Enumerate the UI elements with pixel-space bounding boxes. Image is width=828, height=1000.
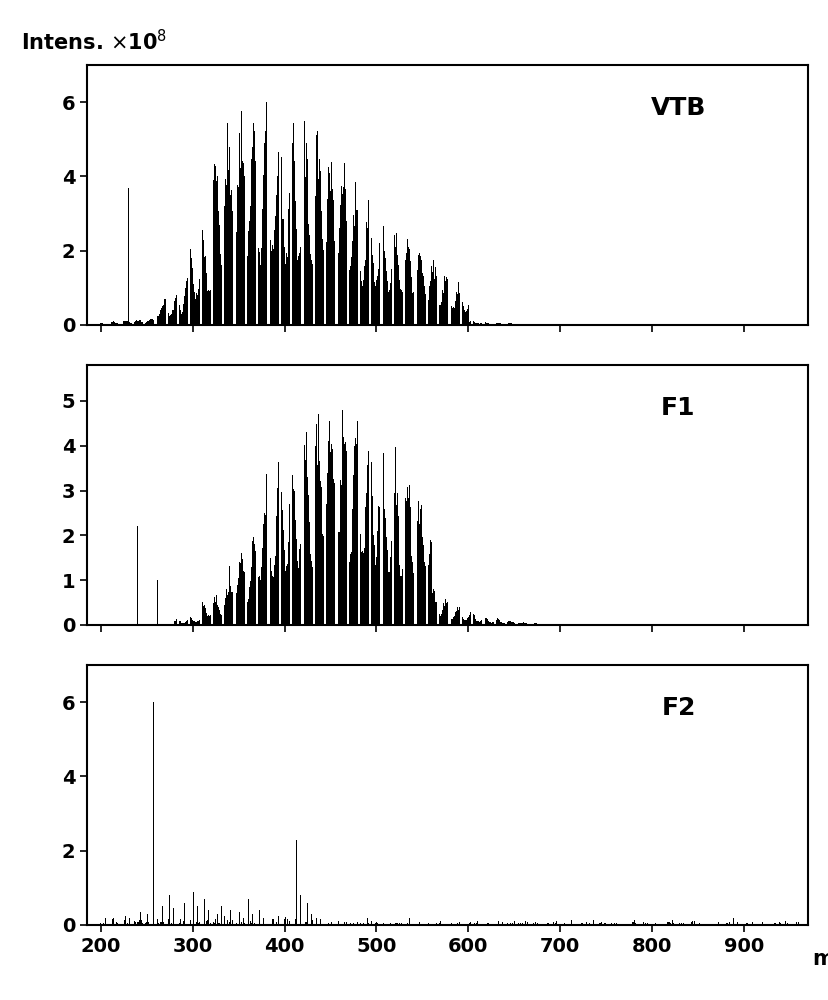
Text: F2: F2 <box>661 696 695 720</box>
Text: Intens. $\times$10$^8$: Intens. $\times$10$^8$ <box>21 29 166 55</box>
Text: F1: F1 <box>661 396 695 420</box>
Text: m/z: m/z <box>811 949 828 969</box>
Text: VTB: VTB <box>650 96 705 120</box>
